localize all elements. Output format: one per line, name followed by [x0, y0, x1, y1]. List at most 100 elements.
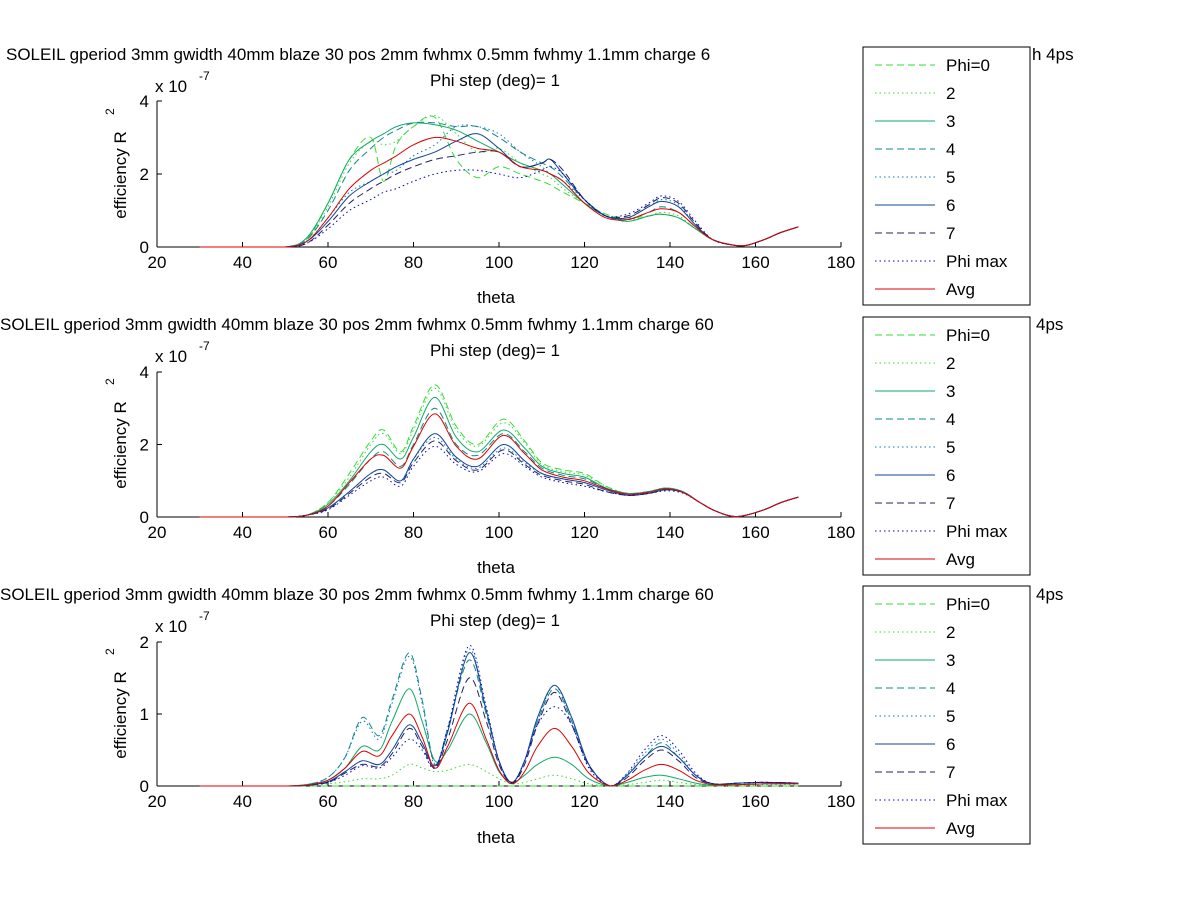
panel-3-title: SOLEIL gperiod 3mm gwidth 40mm blaze 30 …	[0, 585, 714, 604]
panel-2-title: SOLEIL gperiod 3mm gwidth 40mm blaze 30 …	[0, 315, 714, 334]
legend-3: Phi=0 2 3 4 5 6 7 Phi max Avg	[862, 585, 1031, 845]
legend-label: 7	[946, 494, 955, 513]
x-tick-label: 180	[827, 253, 855, 272]
x-tick-label: 80	[404, 253, 423, 272]
x-tick-label: 60	[319, 523, 338, 542]
series-line-phi-max	[199, 645, 799, 787]
x-tick-label: 60	[319, 792, 338, 811]
legend-label: 5	[946, 168, 955, 187]
x-tick-label: 100	[485, 523, 513, 542]
y-tick-label: 0	[140, 777, 149, 796]
panel-1-title: SOLEIL gperiod 3mm gwidth 40mm blaze 30 …	[6, 45, 710, 64]
panel-2-ylabel: efficiency R	[111, 401, 130, 489]
x-tick-label: 40	[233, 253, 252, 272]
x-tick-label: 140	[656, 253, 684, 272]
panel-2: SOLEIL gperiod 3mm gwidth 40mm blaze 30 …	[0, 315, 1063, 577]
x-tick-label: 160	[741, 523, 769, 542]
legend-label: Phi max	[946, 522, 1008, 541]
legend-label: 4	[946, 410, 955, 429]
series-line-5	[199, 648, 799, 787]
legend-box	[862, 585, 1031, 845]
x-tick-label: 100	[485, 792, 513, 811]
x-tick-label: 140	[656, 792, 684, 811]
legend-label: Avg	[946, 280, 975, 299]
legend-label: 6	[946, 735, 955, 754]
panel-1-subtitle: Phi step (deg)= 1	[430, 71, 560, 90]
x-tick-label: 40	[233, 792, 252, 811]
x-tick-label: 180	[827, 523, 855, 542]
panel-2-exponent-base: x 10	[155, 347, 187, 366]
panel-2-exponent: -7	[199, 339, 210, 353]
x-tick-label: 20	[148, 253, 167, 272]
x-tick-label: 120	[570, 253, 598, 272]
legend-2: Phi=0 2 3 4 5 6 7 Phi max Avg	[862, 316, 1031, 576]
legend-label: Phi=0	[946, 326, 990, 345]
series-line-avg	[199, 136, 799, 248]
panel-3-plot: 20 40 60 80 100 120 140 160 180 0 1 2	[140, 633, 856, 811]
panel-1-ylabel: efficiency R	[111, 131, 130, 219]
x-tick-label: 180	[827, 792, 855, 811]
panel-2-title-tail: 4ps	[1036, 315, 1063, 334]
y-tick-label: 2	[140, 436, 149, 455]
legend-label: 7	[946, 224, 955, 243]
series-line-2	[199, 387, 799, 518]
legend-label: 5	[946, 438, 955, 457]
panel-1-xlabel: theta	[477, 288, 515, 307]
legend-label: Phi=0	[946, 595, 990, 614]
legend-label: 5	[946, 707, 955, 726]
legend-label: 3	[946, 112, 955, 131]
legend-label: 4	[946, 140, 955, 159]
panel-3-ylabel: efficiency R	[111, 671, 130, 759]
y-tick-label: 2	[140, 633, 149, 652]
legend-label: 2	[946, 354, 955, 373]
y-tick-label: 0	[140, 508, 149, 527]
legend-label: Avg	[946, 550, 975, 569]
legend-label: Phi max	[946, 252, 1008, 271]
legend-label: 2	[946, 623, 955, 642]
x-tick-label: 80	[404, 792, 423, 811]
panel-3-exponent: -7	[199, 609, 210, 623]
legend-1: Phi=0 2 3 4 5 6 7 Phi max Avg	[862, 46, 1031, 306]
y-tick-label: 1	[140, 705, 149, 724]
panel-1-exponent: -7	[199, 69, 210, 83]
series-line-avg	[199, 702, 799, 787]
x-tick-label: 20	[148, 523, 167, 542]
x-tick-label: 120	[570, 792, 598, 811]
panel-1-plot: 20 40 60 80 100 120 140 160 180 0 2 4	[140, 92, 856, 272]
x-tick-label: 80	[404, 523, 423, 542]
x-tick-label: 60	[319, 253, 338, 272]
y-tick-label: 2	[140, 165, 149, 184]
x-tick-label: 120	[570, 523, 598, 542]
y-tick-label: 4	[140, 92, 149, 111]
x-tick-label: 160	[741, 253, 769, 272]
panel-2-subtitle: Phi step (deg)= 1	[430, 341, 560, 360]
x-tick-label: 160	[741, 792, 769, 811]
panel-1-ylabel-sup: 2	[103, 108, 117, 115]
panel-3-xlabel: theta	[477, 828, 515, 847]
panel-3-subtitle: Phi step (deg)= 1	[430, 611, 560, 630]
legend-label: 2	[946, 84, 955, 103]
legend-label: Phi=0	[946, 56, 990, 75]
legend-box	[862, 316, 1031, 576]
x-tick-label: 140	[656, 523, 684, 542]
panel-1-title-tail: h 4ps	[1032, 45, 1074, 64]
panel-2-plot: 20 40 60 80 100 120 140 160 180 0 2 4	[140, 363, 856, 542]
y-tick-label: 0	[140, 238, 149, 257]
panel-2-ylabel-sup: 2	[103, 378, 117, 385]
series-line-avg	[199, 413, 799, 518]
legend-label: Avg	[946, 819, 975, 838]
series-line-6	[199, 652, 799, 787]
panel-3-title-tail: 4ps	[1036, 585, 1063, 604]
legend-box	[862, 46, 1031, 306]
panel-2-xlabel: theta	[477, 558, 515, 577]
x-tick-label: 40	[233, 523, 252, 542]
legend-label: 7	[946, 763, 955, 782]
legend-label: 6	[946, 196, 955, 215]
legend-label: Phi max	[946, 791, 1008, 810]
y-tick-label: 4	[140, 363, 149, 382]
legend-label: 6	[946, 466, 955, 485]
series-line-7	[199, 677, 799, 787]
panel-3: SOLEIL gperiod 3mm gwidth 40mm blaze 30 …	[0, 585, 1063, 847]
x-tick-label: 100	[485, 253, 513, 272]
